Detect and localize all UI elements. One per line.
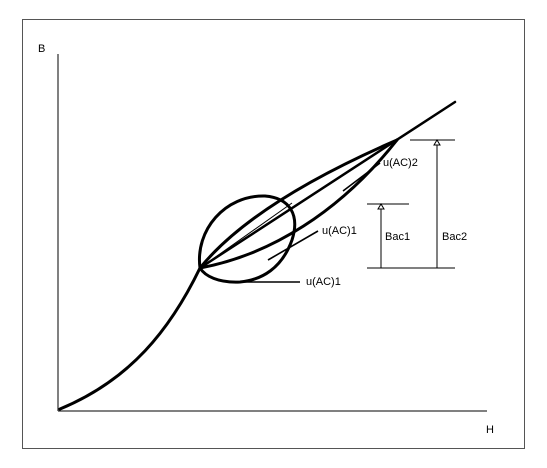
leader-u-ac2 (342, 162, 381, 192)
inner-line-ac2 (199, 139, 398, 269)
initial-magnetization-curve (58, 266, 202, 411)
leader-u-ac1-upper (267, 230, 319, 261)
loop-ac2-lower (198, 138, 399, 270)
label-bac2: Bac2 (442, 231, 467, 243)
inner-line-ac1 (199, 202, 293, 269)
label-u-ac2: u(AC)2 (383, 157, 418, 169)
label-u-ac1-upper: u(AC)1 (322, 225, 357, 237)
loop-ac1 (197, 194, 297, 284)
label-u-ac1-lower: u(AC)1 (306, 276, 341, 288)
bac1-arrowhead (377, 203, 385, 210)
y-axis-label: B (38, 43, 45, 55)
bac2-arrowhead (433, 139, 441, 146)
diagram-frame (22, 19, 525, 449)
label-bac1: Bac1 (385, 231, 410, 243)
x-axis-label: H (486, 424, 494, 436)
loop-ac2-upper (198, 138, 399, 270)
